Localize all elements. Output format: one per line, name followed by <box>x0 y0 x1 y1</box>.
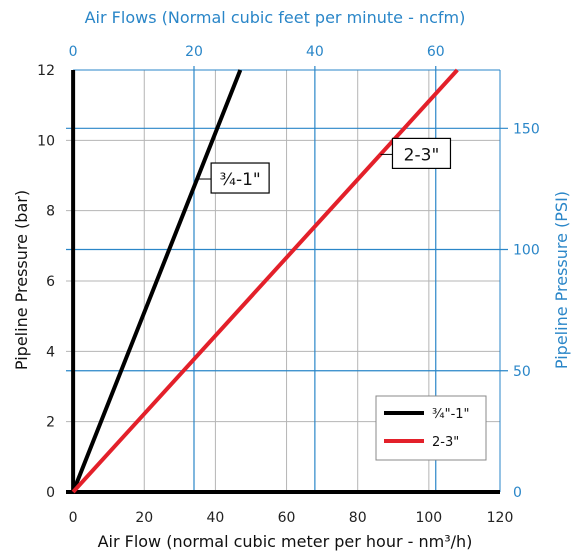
y-tick-label: 10 <box>37 133 55 149</box>
y-tick-label: 12 <box>37 63 55 79</box>
right-axis-tick-label: 0 <box>513 485 522 501</box>
y-tick-label: 8 <box>46 204 55 220</box>
x-axis-title: Air Flow (normal cubic meter per hour - … <box>98 532 473 551</box>
callout-label-2: 2-3" <box>404 145 440 165</box>
callout-box-1 <box>210 162 270 194</box>
x-tick-label: 20 <box>135 510 153 526</box>
y-tick-label: 0 <box>46 485 55 501</box>
top-axis-tick-label: 40 <box>306 44 324 60</box>
legend-box <box>375 395 487 461</box>
right-axis-tick-label: 150 <box>513 121 540 137</box>
right-axis-title: Pipeline Pressure (PSI) <box>552 191 571 369</box>
top-axis-title: Air Flows (Normal cubic feet per minute … <box>85 8 466 27</box>
y-tick-label: 4 <box>46 344 55 360</box>
right-axis-tick-label: 100 <box>513 243 540 259</box>
legend: ¾"-1" 2-3" <box>375 395 487 461</box>
x-tick-label: 60 <box>278 510 296 526</box>
y-tick-label: 6 <box>46 274 55 290</box>
top-axis-tick-label: 60 <box>427 44 445 60</box>
x-tick-label: 40 <box>206 510 224 526</box>
top-axis-tick-label: 0 <box>69 44 78 60</box>
callout-box-2 <box>391 137 452 169</box>
series-line-1 <box>71 69 243 493</box>
top-axis-tick-label: 20 <box>185 44 203 60</box>
callout-label-1: ¾-1" <box>219 170 260 190</box>
legend-label-2: 2-3" <box>432 435 459 450</box>
y-axis-title: Pipeline Pressure (bar) <box>12 190 31 370</box>
x-tick-label: 0 <box>69 510 78 526</box>
x-tick-label: 120 <box>487 510 514 526</box>
x-tick-label: 80 <box>349 510 367 526</box>
axes-layer <box>66 69 501 494</box>
right-axis-tick-label: 50 <box>513 364 531 380</box>
legend-label-1: ¾"-1" <box>432 407 470 422</box>
y-tick-label: 2 <box>46 415 55 431</box>
x-tick-label: 100 <box>415 510 442 526</box>
